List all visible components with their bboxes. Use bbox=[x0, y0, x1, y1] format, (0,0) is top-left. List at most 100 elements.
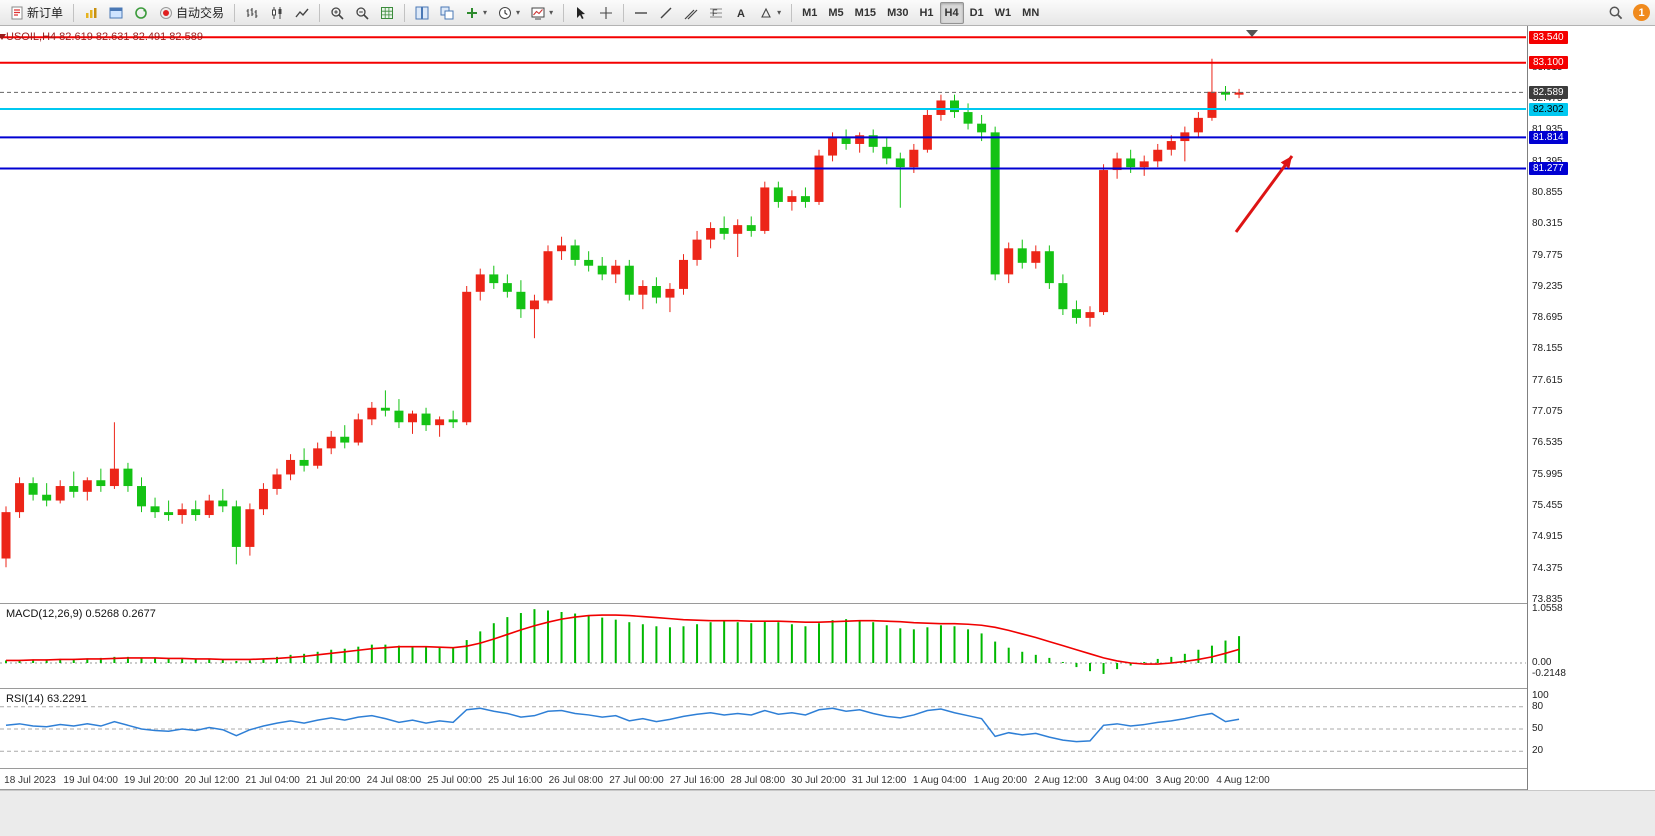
notification-badge[interactable]: 1 bbox=[1633, 4, 1650, 21]
add-indicator-dropdown[interactable] bbox=[460, 2, 492, 24]
candle bbox=[313, 442, 323, 469]
line-chart-button[interactable] bbox=[290, 2, 314, 24]
timeframe-M1[interactable]: M1 bbox=[797, 2, 822, 24]
price-tick: 81.935 bbox=[1532, 124, 1563, 136]
trendline-tool-button[interactable] bbox=[654, 2, 678, 24]
price-tick: 79.775 bbox=[1532, 249, 1563, 261]
candle bbox=[1207, 58, 1217, 121]
search-button[interactable] bbox=[1603, 2, 1628, 24]
time-label: 1 Aug 20:00 bbox=[974, 775, 1028, 786]
candle-body bbox=[936, 100, 946, 115]
zoom-in-button[interactable] bbox=[325, 2, 349, 24]
candle bbox=[408, 410, 417, 434]
candle-body bbox=[719, 228, 729, 234]
candle bbox=[245, 503, 255, 556]
time-label: 26 Jul 08:00 bbox=[549, 775, 604, 786]
price-tick: 77.615 bbox=[1532, 374, 1563, 386]
candlestick-chart-button[interactable] bbox=[265, 2, 289, 24]
candle bbox=[1166, 135, 1176, 156]
macd-axis-value: 0.00 bbox=[1532, 657, 1552, 668]
candle-body bbox=[841, 138, 851, 144]
candle bbox=[69, 471, 79, 498]
rsi-axis-value: 50 bbox=[1532, 723, 1544, 734]
grid-button[interactable] bbox=[375, 2, 399, 24]
hline-tool-button[interactable] bbox=[629, 2, 653, 24]
candle-body bbox=[55, 486, 65, 501]
candle bbox=[814, 149, 824, 205]
timeframe-D1[interactable]: D1 bbox=[965, 2, 989, 24]
candle bbox=[462, 286, 472, 426]
candle-body bbox=[1166, 141, 1176, 150]
zoom-in-icon bbox=[330, 6, 344, 20]
autotrading-button[interactable]: 自动交易 bbox=[154, 2, 229, 24]
candle bbox=[597, 257, 607, 281]
candle-body bbox=[733, 225, 743, 234]
timeframe-W1[interactable]: W1 bbox=[990, 2, 1017, 24]
rsi-label: RSI(14) 63.2291 bbox=[6, 693, 87, 705]
candle bbox=[475, 268, 485, 301]
text-tool-button[interactable]: A bbox=[729, 2, 753, 24]
shapes-dropdown[interactable] bbox=[754, 2, 786, 24]
time-label: 30 Jul 20:00 bbox=[791, 775, 846, 786]
candle-body bbox=[367, 407, 377, 420]
candle-body bbox=[15, 483, 25, 513]
candle bbox=[733, 219, 743, 258]
separator bbox=[563, 3, 565, 22]
timeframe-H1[interactable]: H1 bbox=[914, 2, 938, 24]
candle bbox=[679, 254, 688, 295]
refresh-button[interactable] bbox=[129, 2, 153, 24]
candle-body bbox=[950, 100, 959, 113]
candle bbox=[82, 477, 92, 501]
time-label: 4 Aug 12:00 bbox=[1216, 775, 1270, 786]
template-dropdown[interactable] bbox=[526, 2, 558, 24]
cascade-windows-button[interactable] bbox=[435, 2, 459, 24]
channel-tool-button[interactable] bbox=[679, 2, 703, 24]
zoom-out-button[interactable] bbox=[350, 2, 374, 24]
candle bbox=[258, 483, 268, 516]
timeframe-M30[interactable]: M30 bbox=[882, 2, 913, 24]
candle-body bbox=[231, 506, 241, 547]
candle-body bbox=[299, 459, 309, 466]
chart-area[interactable]: USOIL,H4 82.619 82.631 82.491 82.589 MACD… bbox=[0, 26, 1527, 790]
horizontal-line-icon bbox=[634, 6, 648, 20]
price-tick: 75.995 bbox=[1532, 468, 1563, 480]
crosshair-tool-button[interactable] bbox=[594, 2, 618, 24]
candle bbox=[787, 190, 797, 211]
timeframe-M15[interactable]: M15 bbox=[850, 2, 881, 24]
candle-body bbox=[855, 135, 865, 144]
new-order-label: 新订单 bbox=[27, 6, 64, 20]
candle bbox=[218, 488, 228, 513]
candle-body bbox=[638, 286, 648, 295]
profiles-button[interactable] bbox=[104, 2, 128, 24]
fibonacci-tool-button[interactable]: F bbox=[704, 2, 728, 24]
candle-body bbox=[597, 265, 607, 275]
time-label: 27 Jul 16:00 bbox=[670, 775, 725, 786]
tile-windows-button[interactable] bbox=[410, 2, 434, 24]
candle bbox=[1044, 245, 1054, 289]
annotation-arrow[interactable] bbox=[1234, 155, 1294, 233]
separator bbox=[623, 3, 625, 22]
price-badge-83.100: 83.100 bbox=[1529, 56, 1568, 70]
timeframe-MN[interactable]: MN bbox=[1017, 2, 1044, 24]
cursor-tool-button[interactable] bbox=[569, 2, 593, 24]
rsi-axis-value: 20 bbox=[1532, 745, 1544, 757]
candle bbox=[529, 294, 539, 339]
zoom-out-icon bbox=[355, 6, 369, 20]
price-tick: 79.235 bbox=[1532, 280, 1563, 292]
bar-chart-button[interactable] bbox=[240, 2, 264, 24]
timeframe-H4[interactable]: H4 bbox=[939, 1, 964, 24]
favorites-button[interactable] bbox=[79, 2, 103, 24]
candle bbox=[42, 483, 52, 507]
candle bbox=[895, 152, 905, 208]
timeframe-M5[interactable]: M5 bbox=[823, 2, 848, 24]
candle bbox=[435, 416, 445, 437]
price-badge-81.277: 81.277 bbox=[1529, 161, 1568, 175]
separator bbox=[404, 3, 406, 22]
candle bbox=[164, 500, 174, 521]
period-dropdown[interactable] bbox=[493, 2, 525, 24]
candle-body bbox=[882, 146, 892, 159]
price-tick: 78.155 bbox=[1532, 343, 1563, 355]
price-badge-81.814: 81.814 bbox=[1529, 130, 1568, 144]
new-order-button[interactable]: 新订单 bbox=[5, 2, 68, 24]
